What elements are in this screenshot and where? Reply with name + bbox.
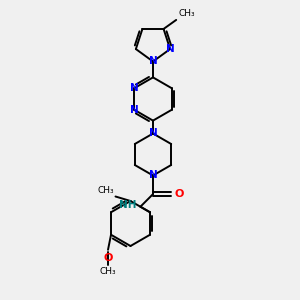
Text: CH₃: CH₃ xyxy=(100,267,116,276)
Text: N: N xyxy=(148,56,158,67)
Text: N: N xyxy=(166,44,175,54)
Text: N: N xyxy=(148,170,158,181)
Text: O: O xyxy=(175,189,184,199)
Text: O: O xyxy=(103,253,113,263)
Text: CH₃: CH₃ xyxy=(98,186,114,195)
Text: N: N xyxy=(130,83,139,93)
Text: N: N xyxy=(148,128,158,139)
Text: NH: NH xyxy=(119,200,137,210)
Text: CH₃: CH₃ xyxy=(178,9,195,18)
Text: N: N xyxy=(130,105,139,115)
